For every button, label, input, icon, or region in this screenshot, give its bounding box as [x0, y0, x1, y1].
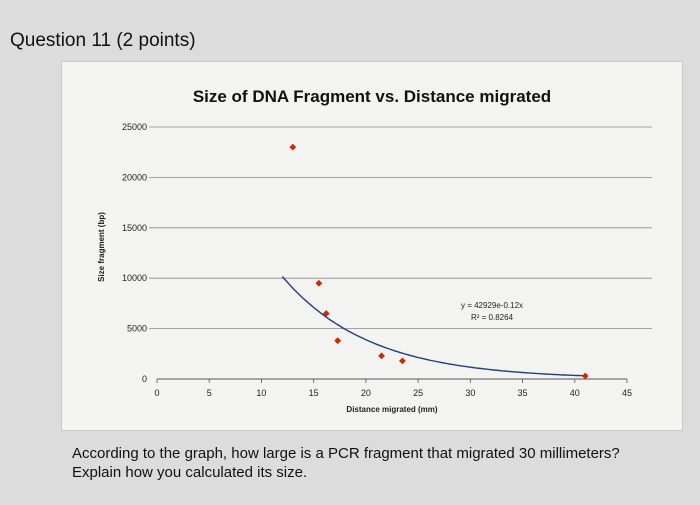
y-tick-label: 20000 [122, 172, 147, 182]
grid-lines [149, 126, 652, 330]
x-tick-label: 0 [154, 388, 159, 398]
data-point [581, 372, 589, 380]
question-prompt: According to the graph, how large is a P… [72, 445, 620, 481]
x-tick-label: 20 [361, 388, 371, 398]
trendline-equation: y = 42929e-0.12x [461, 301, 523, 310]
x-tick-label: 10 [256, 388, 266, 398]
chart-panel: Size of DNA Fragment vs. Distance migrat… [62, 62, 682, 430]
chart-title: Size of DNA Fragment vs. Distance migrat… [193, 87, 551, 106]
x-tick-label: 30 [465, 388, 475, 398]
x-axis-label: Distance migrated (mm) [346, 405, 437, 414]
y-tick-label: 5000 [127, 324, 147, 334]
trendline [281, 276, 586, 377]
data-points [289, 143, 589, 380]
x-tick-label: 5 [207, 388, 212, 398]
y-axis-label: Size fragment (bp) [97, 212, 106, 282]
data-point [399, 357, 406, 365]
y-tick-label: 10000 [122, 273, 147, 283]
chart: Size of DNA Fragment vs. Distance migrat… [97, 87, 652, 414]
y-tick-label: 25000 [122, 122, 147, 132]
data-point [334, 337, 342, 345]
y-tick-label: 0 [142, 374, 147, 384]
data-point [322, 310, 330, 317]
x-tick-label: 40 [570, 388, 580, 398]
data-point [378, 352, 385, 360]
y-tick-label: 15000 [122, 223, 147, 233]
x-tick-label: 45 [622, 388, 632, 398]
y-tick-labels: 0 5000 10000 15000 20000 25000 [122, 122, 147, 384]
x-tick-label: 25 [413, 388, 423, 398]
x-tick-labels: 0 5 10 15 20 25 30 35 40 45 [154, 379, 632, 398]
x-tick-label: 35 [518, 388, 528, 398]
x-tick-label: 15 [309, 388, 319, 398]
data-point [315, 279, 323, 287]
r-squared: R² = 0.8264 [471, 313, 514, 322]
question-header: Question 11 (2 points) [10, 30, 196, 51]
data-point [289, 143, 297, 151]
